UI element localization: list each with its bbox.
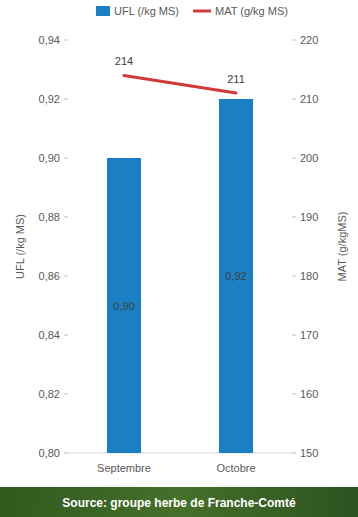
line	[124, 75, 236, 93]
y2-tick	[292, 276, 296, 277]
chart: 0,80 0,82 0,84 0,86 0,88 0,90 0,92 0,94 150 160 17…	[0, 0, 358, 517]
data-label: 0,90	[113, 300, 134, 312]
y-tick	[64, 394, 68, 395]
bar	[107, 158, 141, 453]
y2-tick	[292, 453, 296, 454]
y2-tick-label: 150	[300, 447, 318, 459]
legend-swatch	[96, 6, 110, 16]
y-axis-title: UFL (/kg MS)	[14, 214, 26, 279]
y-tick-label: 0,84	[39, 329, 60, 341]
y2-tick-label: 170	[300, 329, 318, 341]
data-label: 211	[227, 73, 245, 85]
footer-band	[0, 487, 358, 517]
bar	[219, 99, 253, 453]
y-tick-label: 0,88	[39, 211, 60, 223]
y2-axis-title: MAT (g/kgMS)	[336, 212, 348, 282]
x-tick-label: Octobre	[216, 462, 255, 474]
y2-tick-label: 210	[300, 93, 318, 105]
y-tick-label: 0,90	[39, 152, 60, 164]
y-tick-label: 0,94	[39, 34, 60, 46]
y2-tick	[292, 394, 296, 395]
data-label: 214	[115, 55, 133, 67]
plot-area	[107, 75, 253, 453]
y2-tick-label: 160	[300, 388, 318, 400]
y-tick-label: 0,86	[39, 270, 60, 282]
x-tick-label: Septembre	[97, 462, 151, 474]
data-label: 0,92	[225, 270, 246, 282]
y2-tick	[292, 217, 296, 218]
y-tick	[64, 158, 68, 159]
y2-tick	[292, 40, 296, 41]
data-labels: 0,90 0,92 214 211	[113, 55, 246, 311]
y-tick-label: 0,92	[39, 93, 60, 105]
y2-tick-label: 180	[300, 270, 318, 282]
y2-tick	[292, 335, 296, 336]
y-tick-label: 0,80	[39, 447, 60, 459]
x-axis	[68, 453, 292, 454]
y-tick	[64, 217, 68, 218]
legend-swatch	[193, 10, 211, 13]
legend-label: MAT (g/kg MS)	[215, 5, 288, 17]
y2-tick-label: 200	[300, 152, 318, 164]
source: Source: groupe herbe de Franche-Comté	[62, 496, 296, 510]
y2-tick-label: 220	[300, 34, 318, 46]
y-tick	[64, 276, 68, 277]
y-tick	[64, 453, 68, 454]
y-tick	[64, 40, 68, 41]
legend-entry: MAT (g/kg MS)	[193, 5, 288, 17]
legend-entry: UFL (/kg MS)	[96, 5, 179, 17]
y2-tick-label: 190	[300, 211, 318, 223]
y-tick-label: 0,82	[39, 388, 60, 400]
legend-label: UFL (/kg MS)	[114, 5, 179, 17]
y-tick	[64, 99, 68, 100]
y2-tick	[292, 158, 296, 159]
y-tick	[64, 335, 68, 336]
y2-tick	[292, 99, 296, 100]
